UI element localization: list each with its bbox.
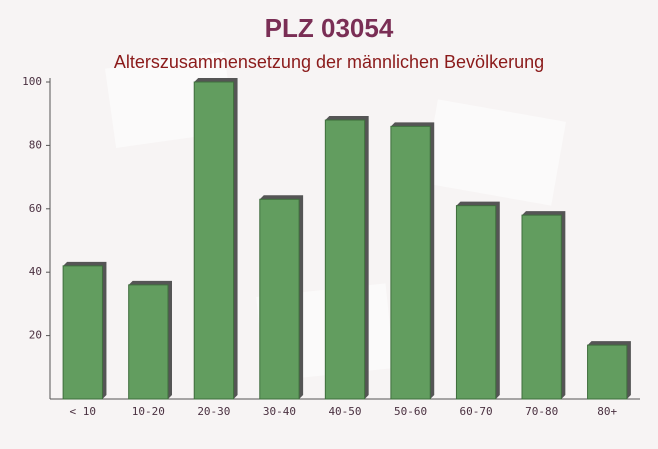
x-tick-label: < 10 (70, 405, 97, 418)
x-tick-label: 70-80 (525, 405, 558, 418)
x-tick-label: 30-40 (263, 405, 296, 418)
bar (455, 205, 497, 400)
y-tick-label: 40 (29, 265, 42, 278)
decor (423, 99, 566, 206)
bar (324, 119, 366, 400)
bar (62, 265, 103, 400)
x-tick-label: 10-20 (132, 405, 165, 418)
y-tick-label: 80 (29, 138, 42, 151)
y-tick-label: 100 (22, 75, 42, 88)
x-tick-label: 80+ (597, 405, 617, 418)
x-tick-label: 60-70 (460, 405, 493, 418)
bar (587, 344, 628, 400)
bar (390, 125, 431, 400)
bar (193, 81, 235, 400)
bar (521, 214, 562, 400)
x-tick-label: 20-30 (197, 405, 230, 418)
x-tick-label: 40-50 (328, 405, 361, 418)
bar (128, 284, 169, 400)
y-tick-label: 20 (29, 329, 42, 342)
chart-subtitle: Alterszusammensetzung der männlichen Bev… (114, 52, 544, 72)
y-tick-label: 60 (29, 202, 42, 215)
x-tick-label: 50-60 (394, 405, 427, 418)
chart-title: PLZ 03054 (265, 13, 394, 43)
bar (259, 198, 300, 400)
